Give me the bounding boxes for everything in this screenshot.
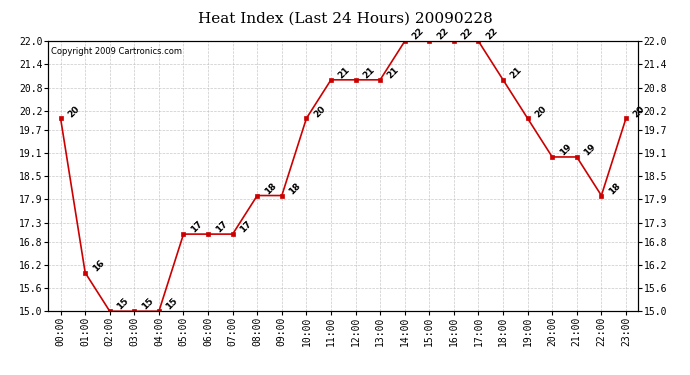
Text: 22: 22 xyxy=(484,27,500,42)
Text: 20: 20 xyxy=(533,104,549,119)
Text: 17: 17 xyxy=(214,219,229,235)
Text: 15: 15 xyxy=(164,297,179,312)
Text: 21: 21 xyxy=(337,65,352,80)
Text: 15: 15 xyxy=(140,297,155,312)
Text: 20: 20 xyxy=(66,104,81,119)
Text: Copyright 2009 Cartronics.com: Copyright 2009 Cartronics.com xyxy=(51,46,182,56)
Text: 21: 21 xyxy=(361,65,376,80)
Text: 21: 21 xyxy=(386,65,401,80)
Text: 18: 18 xyxy=(263,181,278,196)
Text: 22: 22 xyxy=(460,27,475,42)
Text: 20: 20 xyxy=(631,104,647,119)
Text: Heat Index (Last 24 Hours) 20090228: Heat Index (Last 24 Hours) 20090228 xyxy=(197,11,493,25)
Text: 19: 19 xyxy=(582,142,598,158)
Text: 18: 18 xyxy=(607,181,622,196)
Text: 21: 21 xyxy=(509,65,524,80)
Text: 19: 19 xyxy=(558,142,573,158)
Text: 20: 20 xyxy=(312,104,327,119)
Text: 22: 22 xyxy=(435,27,450,42)
Text: 15: 15 xyxy=(115,297,130,312)
Text: 17: 17 xyxy=(238,219,253,235)
Text: 17: 17 xyxy=(189,219,204,235)
Text: 22: 22 xyxy=(411,27,426,42)
Text: 18: 18 xyxy=(287,181,303,196)
Text: 16: 16 xyxy=(90,258,106,273)
